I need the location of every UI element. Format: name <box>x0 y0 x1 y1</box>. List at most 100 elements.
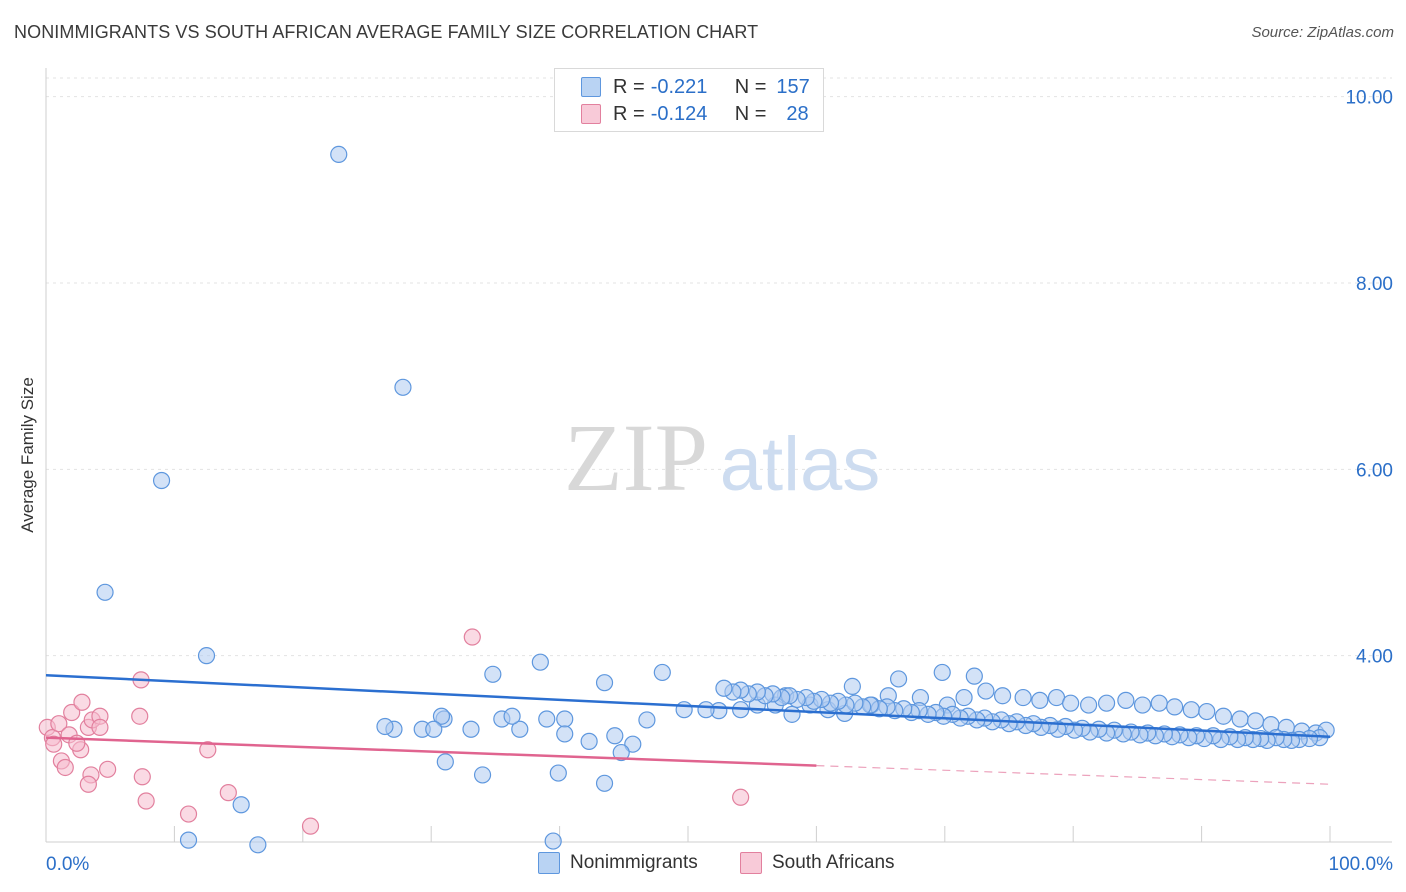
south-african-point <box>50 715 68 733</box>
watermark-zip: ZIP <box>564 404 708 511</box>
legend-r-label: R = <box>613 75 645 98</box>
nonimmigrant-point <box>595 674 614 692</box>
legend-n-value: 157 <box>776 75 810 98</box>
nonimmigrant-point <box>179 831 198 849</box>
south-african-point <box>463 628 481 646</box>
south-african-point <box>137 792 155 810</box>
south-african-point <box>45 735 63 753</box>
legend-item-nonimmigrants[interactable]: Nonimmigrants <box>538 852 698 874</box>
nonimmigrant-point <box>580 732 598 750</box>
nonimmigrant-point <box>977 682 995 700</box>
south-african-point <box>219 784 237 802</box>
nonimmigrant-point <box>1097 694 1116 712</box>
gridlines <box>46 77 1392 657</box>
nonimmigrant-point <box>197 647 216 665</box>
nonimmigrant-point <box>1062 694 1080 712</box>
nonimmigrant-point <box>993 687 1012 705</box>
trend-line-south-africans-extrapolated <box>816 765 1331 785</box>
nonimmigrant-point <box>595 774 614 792</box>
legend-swatch-blue <box>538 852 560 874</box>
nonimmigrant-point <box>715 679 733 697</box>
nonimmigrant-point <box>653 663 671 682</box>
nonimmigrant-point <box>783 705 801 723</box>
nonimmigrant-point <box>955 688 973 707</box>
south-african-point <box>63 703 81 722</box>
south-african-point <box>56 758 74 777</box>
nonimmigrant-point <box>675 701 693 719</box>
nonimmigrant-point <box>1117 691 1135 709</box>
south-african-point <box>73 693 91 711</box>
source-label: Source: ZipAtlas.com <box>1251 24 1394 41</box>
south-african-point <box>732 788 750 806</box>
x-tick-label: 100.0% <box>1329 854 1394 875</box>
nonimmigrant-point <box>965 667 983 685</box>
nonimmigrant-point <box>1182 701 1200 719</box>
nonimmigrant-point <box>638 711 656 729</box>
nonimmigrant-point <box>538 710 556 728</box>
legend-r-label: R = <box>613 102 645 125</box>
south-african-point <box>301 817 320 835</box>
y-tick-label: 10.00 <box>1345 88 1393 109</box>
nonimmigrant-point <box>1231 710 1249 728</box>
legend-swatch-blue <box>581 77 601 97</box>
nonimmigrant-point <box>511 720 529 738</box>
nonimmigrant-point <box>612 743 630 762</box>
nonimmigrant-point <box>549 764 567 782</box>
legend-item-south-africans[interactable]: South Africans <box>740 852 895 874</box>
nonimmigrant-point <box>1150 694 1168 712</box>
nonimmigrant-point <box>484 665 502 683</box>
legend-row-nonimmigrants: R = -0.221 N = 157 <box>581 75 810 99</box>
south-african-point <box>131 707 149 725</box>
nonimmigrant-point <box>697 701 715 719</box>
legend-n-value: 28 <box>786 102 809 125</box>
nonimmigrant-point <box>232 796 250 814</box>
south-african-point <box>99 760 117 778</box>
y-tick-label: 6.00 <box>1356 460 1393 481</box>
nonimmigrant-point <box>1166 698 1184 716</box>
tick-labels: 4.00 6.00 8.00 10.00 0.0% 100.0% <box>46 88 1393 875</box>
legend-r-value: -0.221 <box>650 75 708 98</box>
nonimmigrant-point <box>1198 702 1216 721</box>
nonimmigrant-point <box>462 720 480 738</box>
nonimmigrant-point <box>1031 691 1049 709</box>
nonimmigrant-point <box>624 735 642 753</box>
nonimmigrant-point <box>436 753 454 771</box>
nonimmigrant-point <box>330 145 348 163</box>
watermark-atlas: atlas <box>720 422 881 507</box>
nonimmigrant-point <box>96 583 114 601</box>
legend-row-south-africans: R = -0.124 N = 28 <box>581 102 809 126</box>
nonimmigrant-point <box>432 707 451 725</box>
nonimmigrant-point <box>933 663 951 682</box>
nonimmigrant-point <box>843 677 861 696</box>
south-african-point <box>79 775 97 793</box>
nonimmigrant-point <box>473 766 492 784</box>
south-african-point <box>91 718 109 737</box>
trend-line-south-africans <box>45 736 817 767</box>
legend-n-label: N = <box>734 75 767 98</box>
y-tick-label: 4.00 <box>1356 647 1393 668</box>
south-african-point <box>179 805 198 823</box>
legend-swatch-pink <box>581 104 601 124</box>
nonimmigrant-point <box>1214 707 1233 725</box>
legend-label: Nonimmigrants <box>570 852 698 873</box>
legend-swatch-pink <box>740 852 762 874</box>
nonimmigrant-point <box>425 720 443 738</box>
nonimmigrant-point <box>531 653 549 671</box>
nonimmigrant-point <box>1246 712 1265 730</box>
y-tick-label: 8.00 <box>1356 274 1393 295</box>
legend-n-label: N = <box>734 102 767 125</box>
nonimmigrant-point <box>1080 696 1098 714</box>
nonimmigrant-point <box>544 832 562 850</box>
x-tick-label: 0.0% <box>46 854 89 875</box>
chart-title: NONIMMIGRANTS VS SOUTH AFRICAN AVERAGE F… <box>14 22 759 42</box>
trend-line-nonimmigrants <box>45 673 1331 738</box>
nonimmigrant-point <box>556 710 574 728</box>
legend-label: South Africans <box>772 852 895 873</box>
nonimmigrant-point <box>376 717 394 736</box>
nonimmigrant-point <box>889 670 908 688</box>
nonimmigrant-point <box>1014 688 1032 707</box>
south-african-point <box>133 768 151 786</box>
south-african-point <box>199 741 217 759</box>
nonimmigrant-point <box>606 727 624 745</box>
